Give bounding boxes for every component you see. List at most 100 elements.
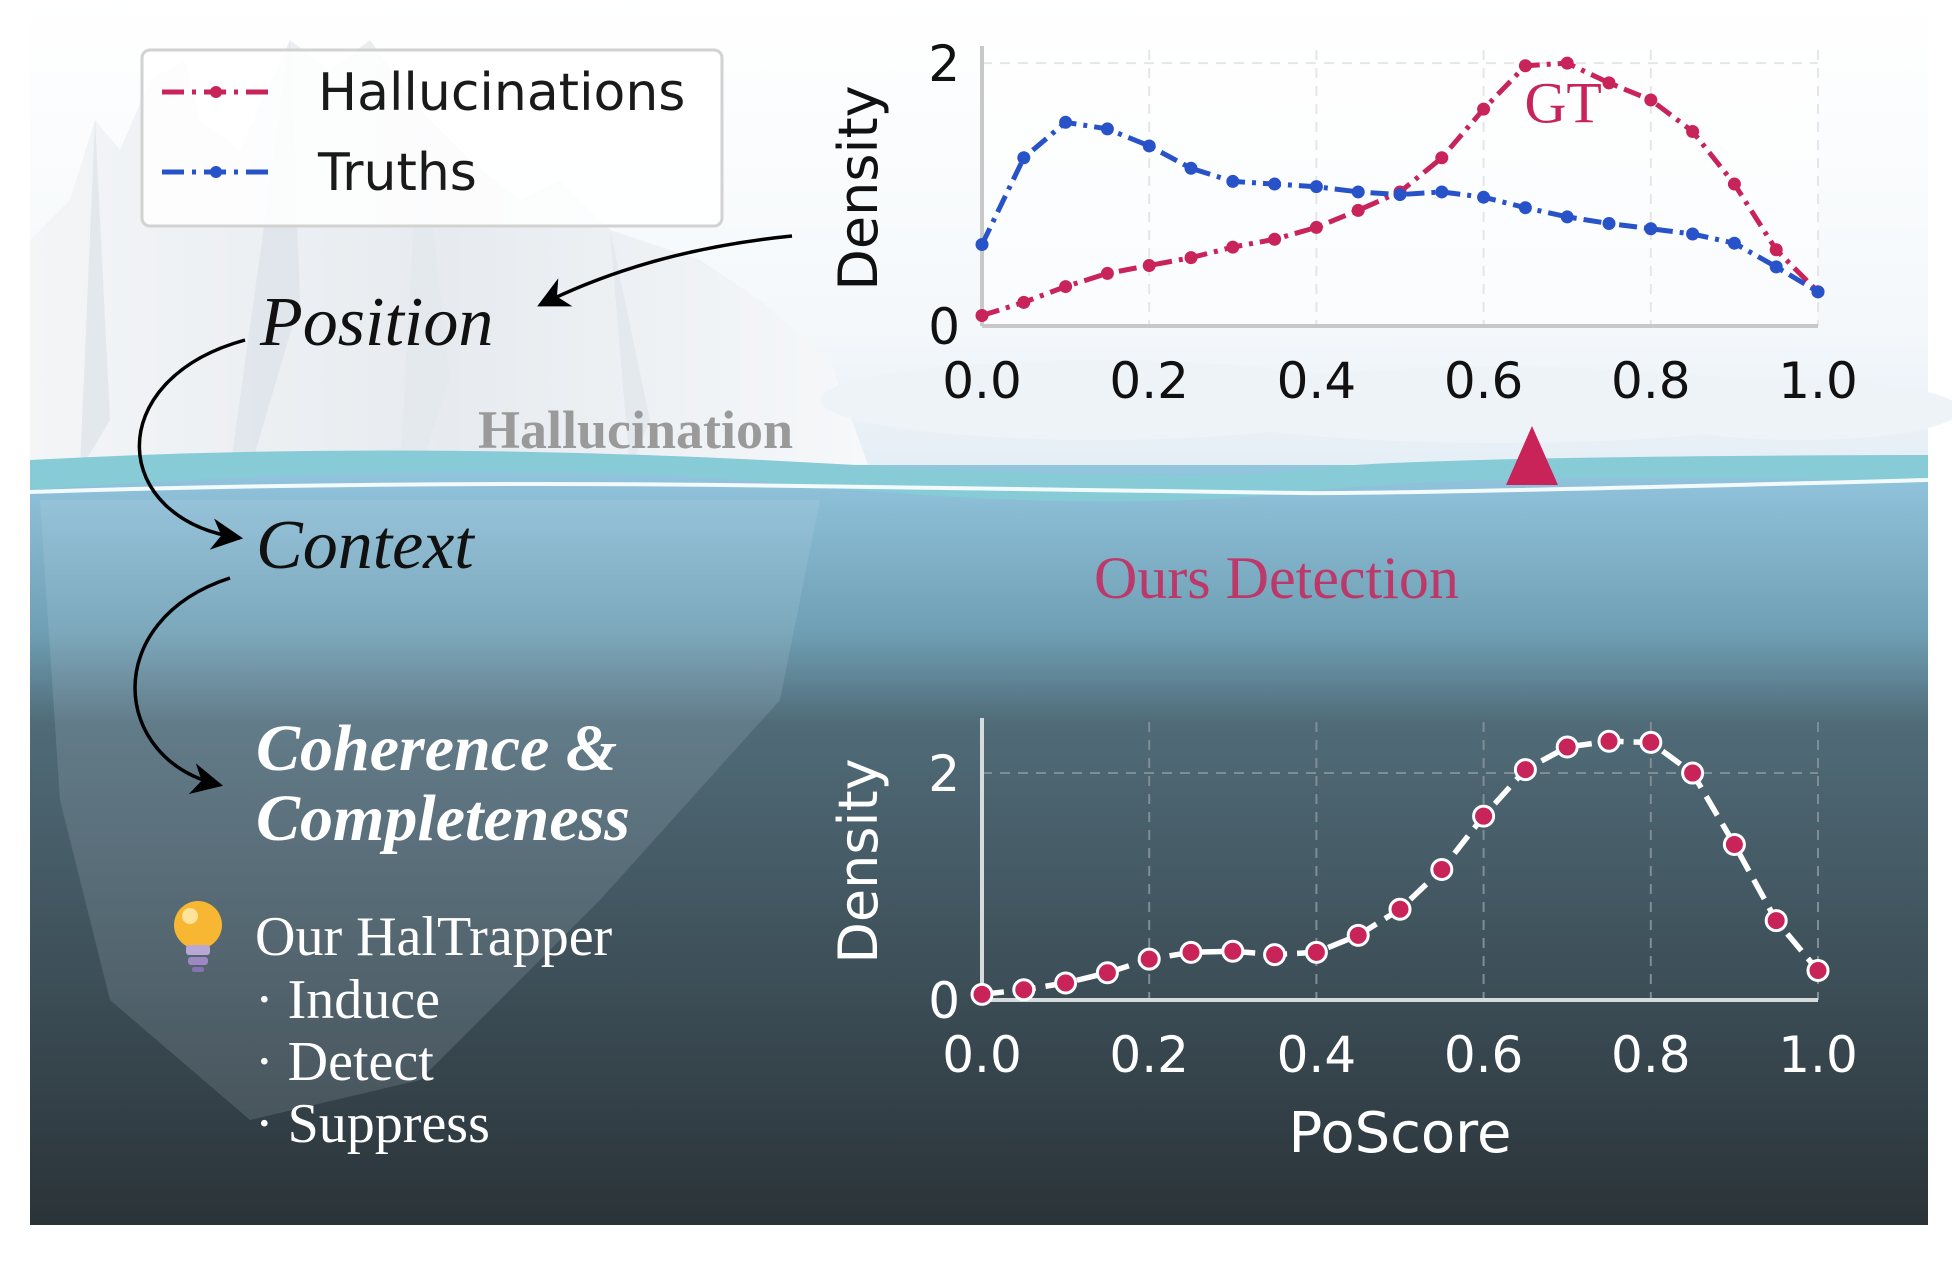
ocean <box>30 465 1928 1225</box>
data-point-ours-detection <box>1221 939 1245 963</box>
legend-item-truths: Truths <box>162 143 477 203</box>
data-point-ours-detection <box>1304 940 1328 964</box>
data-point-hallucinations <box>1226 240 1240 254</box>
step-induce: · Induce <box>255 969 440 1031</box>
data-point-truths <box>1059 115 1073 129</box>
x-tick-label: 0.4 <box>1277 352 1357 410</box>
y-tick-label: 2 <box>928 745 960 803</box>
data-point-truths <box>1142 139 1156 153</box>
data-point-hallucinations <box>975 308 989 322</box>
x-tick-label: 0.6 <box>1444 1026 1524 1084</box>
data-point-hallucinations <box>1644 93 1658 107</box>
data-point-truths <box>1769 260 1783 274</box>
data-point-truths <box>1727 236 1741 250</box>
x-tick-label: 0.0 <box>942 1026 1022 1084</box>
data-point-truths <box>1393 188 1407 202</box>
data-point-truths <box>1560 210 1574 224</box>
position-label: Position <box>259 284 493 361</box>
data-point-ours-detection <box>1597 729 1621 753</box>
y-tick-label: 0 <box>928 972 960 1030</box>
data-point-hallucinations <box>1686 124 1700 138</box>
data-point-hallucinations <box>1560 56 1574 70</box>
legend-marker-hallucinations <box>210 86 222 98</box>
data-point-hallucinations <box>1351 203 1365 217</box>
data-point-ours-detection <box>1555 735 1579 759</box>
series-line-truths <box>979 119 1820 294</box>
detection-arrow <box>1506 426 1558 710</box>
submerged-iceberg <box>40 500 820 1120</box>
data-point-ours-detection <box>1388 897 1412 921</box>
data-point-ours-detection <box>1346 923 1370 947</box>
waterline <box>29 478 1929 496</box>
data-point-hallucinations <box>1727 177 1741 191</box>
data-point-truths <box>1518 201 1532 215</box>
step-detect: · Detect <box>255 1031 434 1093</box>
data-point-truths <box>1184 161 1198 175</box>
x-tick-label: 0.0 <box>942 352 1022 410</box>
data-point-hallucinations <box>1100 266 1114 280</box>
arrow-to-coherence <box>133 576 231 795</box>
x-axis-label: PoScore <box>1289 1101 1512 1166</box>
legend-marker-truths <box>210 166 222 178</box>
x-tick-label: 0.8 <box>1611 1026 1691 1084</box>
data-point-hallucinations <box>1059 280 1073 294</box>
coherence-label: Coherence & <box>256 712 617 785</box>
y-tick-label: 0 <box>928 298 960 356</box>
data-point-ours-detection <box>1472 804 1496 828</box>
data-point-hallucinations <box>1017 295 1031 309</box>
data-point-hallucinations <box>1477 102 1491 116</box>
data-point-truths <box>1017 151 1031 165</box>
clouds <box>820 360 1952 443</box>
data-point-truths <box>1435 185 1449 199</box>
method-title: Our HalTrapper <box>255 906 613 968</box>
y-axis-label: Density <box>827 758 890 963</box>
arrow-to-context <box>137 338 246 550</box>
data-point-truths <box>975 238 989 252</box>
data-point-ours-detection <box>1179 940 1203 964</box>
data-point-hallucinations <box>1518 59 1532 73</box>
data-point-ours-detection <box>1054 971 1078 995</box>
data-point-truths <box>1477 190 1491 204</box>
data-point-ours-detection <box>1263 943 1287 967</box>
data-point-hallucinations <box>1268 232 1282 246</box>
x-tick-label: 0.6 <box>1444 352 1524 410</box>
iceberg-label: Hallucination <box>478 400 793 460</box>
completeness-label: Completeness <box>256 782 630 855</box>
data-point-hallucinations <box>1769 243 1783 257</box>
x-tick-label: 1.0 <box>1778 352 1858 410</box>
data-point-truths <box>1686 227 1700 241</box>
arrow-to-position <box>537 234 793 307</box>
data-point-truths <box>1100 122 1114 136</box>
data-point-ours-detection <box>1681 761 1705 785</box>
legend: Hallucinations Truths <box>140 48 724 228</box>
data-point-ours-detection <box>1012 978 1036 1002</box>
step-suppress: · Suppress <box>255 1093 490 1155</box>
chart-detection: 0.0 0.2 0.4 0.6 0.8 1.0 0 2 Density PoScore <box>827 718 1858 1166</box>
detection-label: Ours Detection <box>1094 545 1459 611</box>
data-point-truths <box>1226 174 1240 188</box>
annotation-gt: GT <box>1525 70 1602 135</box>
data-point-ours-detection <box>1806 958 1830 982</box>
lightbulb-icon <box>174 901 222 972</box>
data-point-ours-detection <box>1764 909 1788 933</box>
data-point-truths <box>1602 216 1616 230</box>
data-point-truths <box>1811 285 1825 299</box>
data-point-hallucinations <box>1602 76 1616 90</box>
x-tick-label: 1.0 <box>1778 1026 1858 1084</box>
data-point-truths <box>1351 185 1365 199</box>
data-point-ours-detection <box>1639 730 1663 754</box>
x-tick-label: 0.2 <box>1109 352 1189 410</box>
data-point-truths <box>1309 180 1323 194</box>
data-point-ours-detection <box>1137 947 1161 971</box>
x-tick-label: 0.2 <box>1109 1026 1189 1084</box>
legend-label-truths: Truths <box>317 143 477 203</box>
data-point-hallucinations <box>1184 251 1198 265</box>
data-point-hallucinations <box>1435 151 1449 165</box>
water-surface <box>30 450 1928 502</box>
data-point-truths <box>1268 177 1282 191</box>
chart-ground-truth: 0.0 0.2 0.4 0.6 0.8 1.0 0 2 Density GT <box>827 35 1858 410</box>
data-point-ours-detection <box>1095 961 1119 985</box>
context-label: Context <box>256 507 475 584</box>
